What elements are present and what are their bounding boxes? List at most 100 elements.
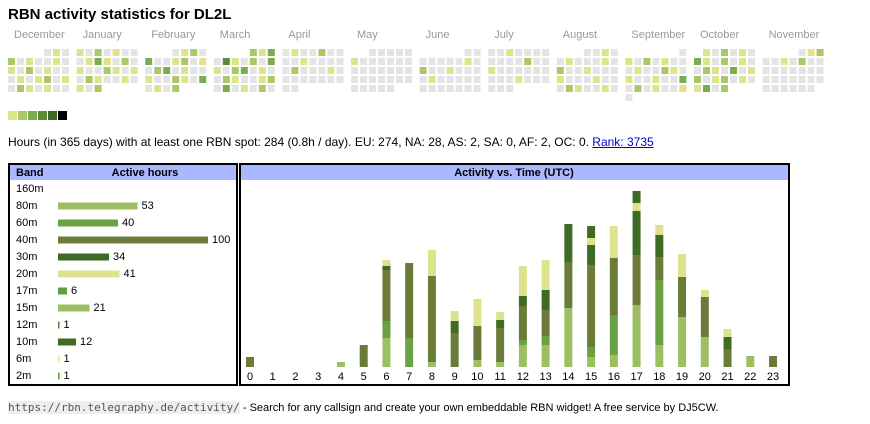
hour-label: 16	[608, 371, 620, 383]
band-value: 1	[64, 370, 70, 382]
activity-segment	[632, 255, 641, 305]
day-cell	[748, 67, 755, 74]
day-cell	[35, 85, 42, 92]
hour-label: 3	[315, 371, 321, 383]
day-cell	[574, 76, 582, 83]
day-cell	[524, 67, 532, 74]
day-cell	[428, 67, 436, 74]
activity-segment	[518, 296, 527, 306]
band-bar	[58, 219, 118, 227]
day-cell	[267, 85, 275, 92]
day-cell	[76, 49, 84, 56]
hour-label: 2	[292, 371, 298, 383]
day-cell	[583, 58, 591, 65]
day-cell	[378, 58, 385, 65]
day-cell	[574, 58, 582, 65]
day-cell	[712, 58, 719, 65]
day-cell	[8, 58, 15, 65]
day-cell	[789, 85, 797, 92]
day-cell	[652, 85, 660, 92]
day-cell	[291, 67, 299, 74]
day-cell	[473, 49, 481, 56]
day-cell	[35, 58, 42, 65]
band-label: 160m	[16, 183, 44, 195]
activity-segment	[678, 277, 687, 317]
day-cell	[154, 58, 162, 65]
day-cell	[533, 49, 541, 56]
day-cell	[76, 85, 84, 92]
day-cell	[446, 67, 454, 74]
day-cell	[488, 49, 496, 56]
band-value: 41	[124, 268, 136, 280]
day-cell	[446, 85, 454, 92]
activity-segment	[427, 250, 436, 276]
activity-segment	[609, 315, 618, 355]
day-cell	[396, 76, 403, 83]
hour-label: 21	[721, 371, 733, 383]
footer-text: - Search for any callsign and create you…	[239, 402, 719, 414]
activity-segment	[587, 347, 596, 357]
day-cell	[240, 58, 248, 65]
day-cell	[446, 58, 454, 65]
day-cell	[419, 76, 427, 83]
band-value: 21	[94, 302, 106, 314]
day-cell	[694, 67, 701, 74]
day-cell	[661, 58, 669, 65]
day-cell	[181, 67, 189, 74]
band-value: 1	[64, 319, 70, 331]
day-cell	[258, 58, 266, 65]
rank-link[interactable]: Rank: 3735	[592, 135, 654, 149]
activity-segment	[632, 203, 641, 211]
day-cell	[798, 49, 806, 56]
day-cell	[694, 76, 701, 83]
day-cell	[378, 85, 385, 92]
day-cell	[318, 67, 326, 74]
day-cell	[181, 58, 189, 65]
day-cell	[405, 58, 412, 65]
day-cell	[816, 76, 824, 83]
day-cell	[634, 76, 642, 83]
hour-label: 1	[270, 371, 276, 383]
hour-label: 13	[539, 371, 551, 383]
day-cell	[464, 67, 472, 74]
band-value: 1	[64, 353, 70, 365]
day-cell	[533, 58, 541, 65]
activity-segment	[587, 226, 596, 238]
hour-label: 18	[653, 371, 665, 383]
day-cell	[634, 67, 642, 74]
day-cell	[670, 76, 678, 83]
activity-segment	[405, 338, 414, 367]
day-cell	[703, 67, 710, 74]
day-cell	[121, 49, 129, 56]
day-cell	[112, 76, 120, 83]
day-cell	[351, 67, 358, 74]
legend-swatch	[48, 111, 57, 120]
day-cell	[213, 76, 221, 83]
day-cell	[679, 67, 687, 74]
band-bar	[58, 253, 109, 261]
day-cell	[267, 49, 275, 56]
day-cell	[17, 85, 24, 92]
day-cell	[601, 67, 609, 74]
day-cell	[387, 49, 394, 56]
day-cell	[163, 76, 171, 83]
day-cell	[62, 49, 69, 56]
hour-label: 10	[471, 371, 483, 383]
day-cell	[154, 76, 162, 83]
day-cell	[309, 49, 317, 56]
day-cell	[8, 76, 15, 83]
activity-header	[241, 165, 788, 180]
day-cell	[8, 85, 15, 92]
day-cell	[8, 67, 15, 74]
activity-segment	[632, 211, 641, 255]
day-cell	[17, 67, 24, 74]
day-cell	[282, 49, 290, 56]
day-cell	[199, 76, 207, 83]
day-cell	[798, 67, 806, 74]
day-cell	[679, 76, 687, 83]
day-cell	[816, 58, 824, 65]
day-cell	[249, 58, 257, 65]
band-bar	[58, 338, 76, 346]
day-cell	[428, 76, 436, 83]
day-cell	[258, 49, 266, 56]
